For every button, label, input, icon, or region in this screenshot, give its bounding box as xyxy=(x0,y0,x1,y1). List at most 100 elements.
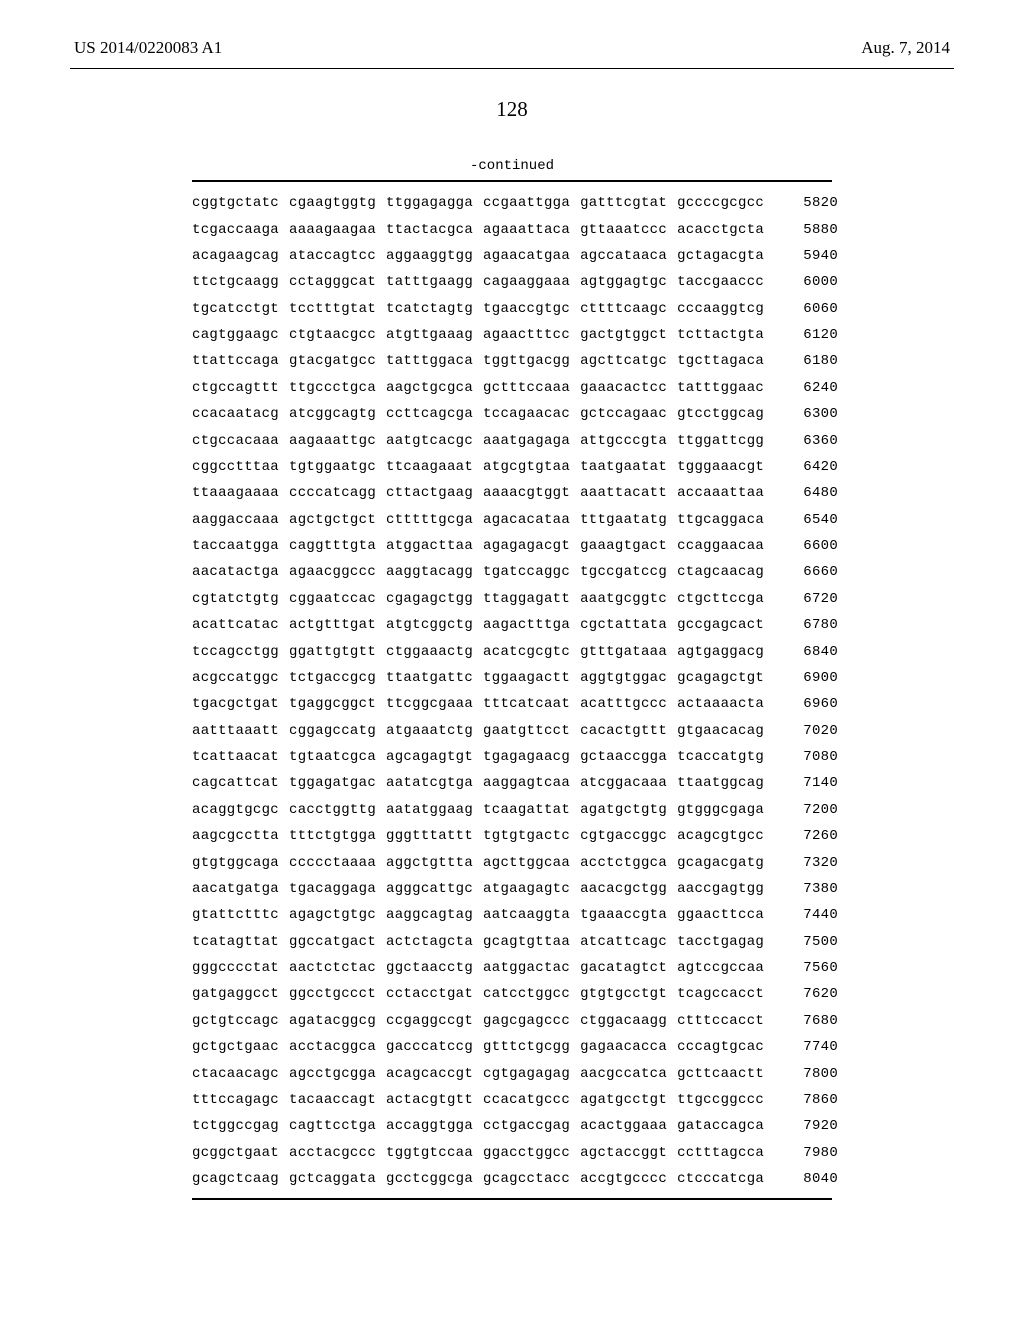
sequence-block: -continued cggtgctatccgaagtggtgttggagagg… xyxy=(192,158,832,1200)
sequence-group: aatttaaatt xyxy=(192,724,279,738)
sequence-group: ttaggagatt xyxy=(483,592,570,606)
sequence-group: aacgccatca xyxy=(580,1067,667,1081)
sequence-group: tcaccatgtg xyxy=(677,750,764,764)
sequence-groups: gtattctttcagagctgtgcaaggcagtagaatcaaggta… xyxy=(192,908,764,922)
sequence-group: ctgccacaaa xyxy=(192,434,279,448)
sequence-group: cggcctttaa xyxy=(192,460,279,474)
sequence-group: ctgcttccga xyxy=(677,592,764,606)
sequence-bottom-rule xyxy=(192,1198,832,1200)
sequence-group: ttggattcgg xyxy=(677,434,764,448)
sequence-groups: ttctgcaaggcctagggcattatttgaaggcagaaggaaa… xyxy=(192,275,764,289)
sequence-group: ggaacttcca xyxy=(677,908,764,922)
sequence-position: 6000 xyxy=(764,275,838,289)
header: US 2014/0220083 A1 Aug. 7, 2014 xyxy=(70,38,954,64)
sequence-position: 6240 xyxy=(764,381,838,395)
sequence-position: 5940 xyxy=(764,249,838,263)
sequence-row: cggtgctatccgaagtggtgttggagaggaccgaattgga… xyxy=(192,190,832,216)
sequence-group: aacatgatga xyxy=(192,882,279,896)
sequence-group: ttaatggcag xyxy=(677,776,764,790)
sequence-group: agtgaggacg xyxy=(677,645,764,659)
sequence-row: cggcctttaatgtggaatgcttcaagaaatatgcgtgtaa… xyxy=(192,454,832,480)
sequence-group: aaaacgtggt xyxy=(483,486,570,500)
sequence-group: gggtttattt xyxy=(386,829,473,843)
sequence-group: aaattacatt xyxy=(580,486,667,500)
sequence-group: agcagagtgt xyxy=(386,750,473,764)
sequence-group: ctgtaacgcc xyxy=(289,328,376,342)
sequence-group: tacctgagag xyxy=(677,935,764,949)
sequence-groups: ttattccagagtacgatgcctatttggacatggttgacgg… xyxy=(192,354,764,368)
sequence-group: gtattctttc xyxy=(192,908,279,922)
sequence-group: cagtggaagc xyxy=(192,328,279,342)
sequence-position: 7560 xyxy=(764,961,838,975)
sequence-row: tgcatcctgttcctttgtattcatctagtgtgaaccgtgc… xyxy=(192,296,832,322)
sequence-group: acactggaaa xyxy=(580,1119,667,1133)
sequence-position: 7380 xyxy=(764,882,838,896)
sequence-group: cagttcctga xyxy=(289,1119,376,1133)
sequence-group: ttctgcaagg xyxy=(192,275,279,289)
header-rule xyxy=(70,68,954,69)
sequence-groups: acaggtgcgccacctggttgaatatggaagtcaagattat… xyxy=(192,803,764,817)
sequence-group: ccttcagcga xyxy=(386,407,473,421)
sequence-group: tcattaacat xyxy=(192,750,279,764)
sequence-group: gcagctcaag xyxy=(192,1172,279,1186)
sequence-group: tcttactgta xyxy=(677,328,764,342)
sequence-group: gcagacgatg xyxy=(677,856,764,870)
sequence-group: gcagcctacc xyxy=(483,1172,570,1186)
sequence-group: taatgaatat xyxy=(580,460,667,474)
sequence-group: cctgaccgag xyxy=(483,1119,570,1133)
sequence-group: tatttggaca xyxy=(386,354,473,368)
sequence-group: cacctggttg xyxy=(289,803,376,817)
sequence-group: tcagccacct xyxy=(677,987,764,1001)
sequence-group: gtacgatgcc xyxy=(289,354,376,368)
sequence-group: tgtaatcgca xyxy=(289,750,376,764)
sequence-position: 7620 xyxy=(764,987,838,1001)
sequence-row: gcggctgaatacctacgccctggtgtccaaggacctggcc… xyxy=(192,1140,832,1166)
sequence-row: aagcgccttatttctgtggagggtttattttgtgtgactc… xyxy=(192,823,832,849)
sequence-group: acgccatggc xyxy=(192,671,279,685)
sequence-row: aacatgatgatgacaggagaagggcattgcatgaagagtc… xyxy=(192,876,832,902)
sequence-group: gctcaggata xyxy=(289,1172,376,1186)
sequence-group: tacaaccagt xyxy=(289,1093,376,1107)
sequence-group: tgatccaggc xyxy=(483,565,570,579)
sequence-row: gtattctttcagagctgtgcaaggcagtagaatcaaggta… xyxy=(192,902,832,928)
sequence-group: gtgtggcaga xyxy=(192,856,279,870)
sequence-group: gtgggcgaga xyxy=(677,803,764,817)
sequence-row: acattcatacactgtttgatatgtcggctgaagactttga… xyxy=(192,612,832,638)
sequence-position: 7860 xyxy=(764,1093,838,1107)
sequence-group: acatttgccc xyxy=(580,697,667,711)
sequence-groups: gtgtggcagaccccctaaaaaggctgtttaagcttggcaa… xyxy=(192,856,764,870)
sequence-row: tcgaccaagaaaaagaagaattactacgcaagaaattaca… xyxy=(192,216,832,242)
sequence-group: ctttttgcga xyxy=(386,513,473,527)
sequence-group: gtttctgcgg xyxy=(483,1040,570,1054)
sequence-group: agctaccggt xyxy=(580,1146,667,1160)
sequence-group: agcttcatgc xyxy=(580,354,667,368)
sequence-group: tgtgtgactc xyxy=(483,829,570,843)
sequence-group: ccgaattgga xyxy=(483,196,570,210)
sequence-group: agaaattaca xyxy=(483,223,570,237)
sequence-group: aaaagaagaa xyxy=(289,223,376,237)
sequence-group: agtggagtgc xyxy=(580,275,667,289)
sequence-position: 6120 xyxy=(764,328,838,342)
sequence-group: acaggtgcgc xyxy=(192,803,279,817)
sequence-group: gctgtccagc xyxy=(192,1014,279,1028)
sequence-group: cgtatctgtg xyxy=(192,592,279,606)
sequence-group: ataccagtcc xyxy=(289,249,376,263)
sequence-position: 6600 xyxy=(764,539,838,553)
sequence-group: atgttgaaag xyxy=(386,328,473,342)
sequence-groups: cggtgctatccgaagtggtgttggagaggaccgaattgga… xyxy=(192,196,764,210)
sequence-row: gtgtggcagaccccctaaaaaggctgtttaagcttggcaa… xyxy=(192,849,832,875)
sequence-group: gaaagtgact xyxy=(580,539,667,553)
sequence-group: tggaagactt xyxy=(483,671,570,685)
sequence-group: aagcgcctta xyxy=(192,829,279,843)
sequence-groups: ctacaacagcagcctgcggaacagcaccgtcgtgagagag… xyxy=(192,1067,764,1081)
sequence-group: gaaacactcc xyxy=(580,381,667,395)
sequence-groups: cagcattcattggagatgacaatatcgtgaaaggagtcaa… xyxy=(192,776,764,790)
sequence-row: cagtggaagcctgtaacgccatgttgaaagagaactttcc… xyxy=(192,322,832,348)
sequence-group: gccccgcgcc xyxy=(677,196,764,210)
sequence-group: aacatactga xyxy=(192,565,279,579)
sequence-position: 6300 xyxy=(764,407,838,421)
sequence-group: gtgtgcctgt xyxy=(580,987,667,1001)
sequence-position: 7260 xyxy=(764,829,838,843)
sequence-group: actctagcta xyxy=(386,935,473,949)
sequence-groups: gcagctcaaggctcaggatagcctcggcgagcagcctacc… xyxy=(192,1172,764,1186)
